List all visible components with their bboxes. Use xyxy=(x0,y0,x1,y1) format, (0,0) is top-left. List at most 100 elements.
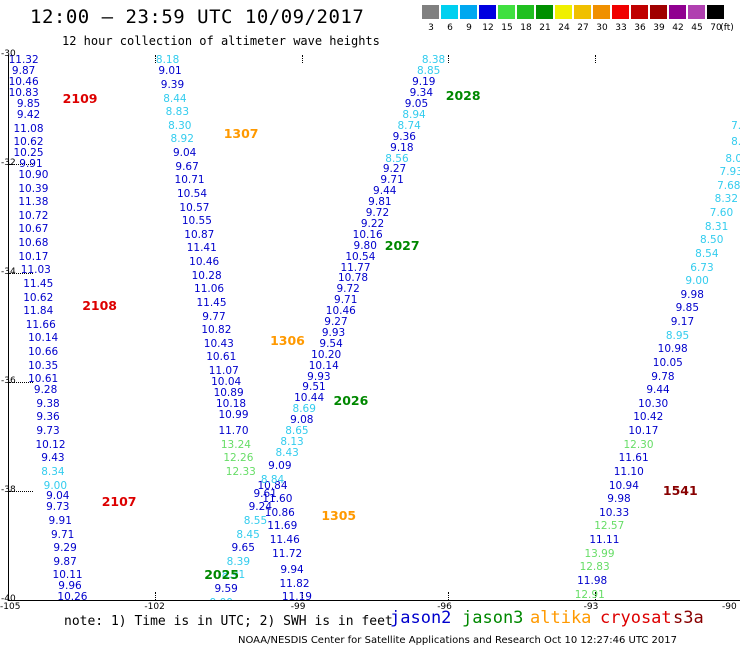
wave-height-point: 9.27 xyxy=(382,163,407,176)
wave-height-point: 12.57 xyxy=(594,520,625,533)
wave-height-point: 11.08 xyxy=(13,122,44,135)
legend-swatch-45 xyxy=(688,5,705,19)
legend-label: 3 xyxy=(428,23,434,33)
wave-height-point: 11.41 xyxy=(186,242,217,255)
wave-height-point: 8.39 xyxy=(226,555,251,568)
lon-tick-label: -99 xyxy=(290,602,306,612)
wave-height-point: 9.98 xyxy=(607,493,631,506)
wave-height-point: 10.94 xyxy=(608,479,639,492)
legend-label: 30 xyxy=(596,23,608,33)
note-text: note: 1) Time is in UTC; 2) SWH is in fe… xyxy=(64,614,393,629)
wave-height-point: 10.05 xyxy=(652,356,683,369)
wave-height-point: 10.16 xyxy=(352,228,383,241)
lon-tick-label: -93 xyxy=(583,602,599,612)
wave-height-point: 10.89 xyxy=(213,386,244,399)
pass-number-label: 1306 xyxy=(270,333,305,349)
wave-height-point: 10.44 xyxy=(294,392,325,405)
wave-height-point: 11.70 xyxy=(218,425,249,438)
wave-height-point: 10.30 xyxy=(638,397,669,410)
wave-height-point: 10.14 xyxy=(308,359,339,372)
pass-number-label: 2025 xyxy=(204,567,239,583)
wave-height-point: 8.38 xyxy=(421,55,446,67)
wave-height-point: 11.19 xyxy=(281,591,312,601)
wave-height-point: 9.43 xyxy=(41,452,65,465)
wave-height-point: 9.42 xyxy=(16,108,41,121)
wave-height-point: 9.93 xyxy=(321,326,346,339)
wave-height-point: 9.73 xyxy=(46,501,70,514)
wave-height-point: 8.55 xyxy=(243,514,268,527)
wave-height-point: 9.61 xyxy=(253,487,277,500)
wave-height-point: 9.00 xyxy=(43,479,68,492)
legend-swatch-9 xyxy=(460,5,477,19)
wave-height-point: 7.93 xyxy=(719,166,740,179)
lat-tick-label: -38 xyxy=(1,485,16,495)
legend-swatch-39 xyxy=(650,5,667,19)
wave-height-point: 9.04 xyxy=(46,490,70,503)
wave-height-point: 9.71 xyxy=(50,528,75,541)
wave-height-point: 10.33 xyxy=(599,506,630,519)
footer-credit: NOAA/NESDIS Center for Satellite Applica… xyxy=(238,635,677,646)
lon-gridline-top xyxy=(594,55,596,63)
legend-swatch-36 xyxy=(631,5,648,19)
legend-swatch-18 xyxy=(517,5,534,19)
wave-height-point: 12.26 xyxy=(223,452,254,465)
lat-gridline xyxy=(9,164,33,165)
wave-height-point: 8.92 xyxy=(170,133,194,146)
lon-tick-label: -105 xyxy=(0,602,21,612)
pass-number-label: 1307 xyxy=(223,126,259,142)
wave-height-point: 6.73 xyxy=(690,261,714,274)
pass-number-label: 1305 xyxy=(321,507,357,523)
legend-label: 24 xyxy=(558,23,570,33)
wave-height-point: 8. xyxy=(731,136,740,149)
wave-height-point: 10.67 xyxy=(18,223,49,236)
wave-height-point: 9.08 xyxy=(290,414,314,427)
satellite-label-altika: altika xyxy=(530,608,592,628)
pass-number-label: 2108 xyxy=(82,297,117,313)
wave-height-point: 7.68 xyxy=(717,179,740,192)
wave-height-point: 9.98 xyxy=(680,288,704,301)
wave-height-point: 9.01 xyxy=(158,65,182,78)
pass-number-label: 2109 xyxy=(62,90,98,106)
lat-tick-label: -30 xyxy=(1,49,16,59)
wave-height-point: 11.45 xyxy=(196,296,227,309)
wave-height-point: 8.69 xyxy=(292,403,316,416)
wave-height-point: 9.85 xyxy=(16,98,41,111)
wave-height-point: 10.14 xyxy=(28,332,59,345)
wave-height-point: 12.91 xyxy=(574,588,605,601)
wave-height-point: 8.56 xyxy=(385,152,409,165)
wave-height-point: 7.60 xyxy=(709,207,734,220)
wave-height-point: 10.82 xyxy=(201,324,232,337)
legend-swatch-6 xyxy=(441,5,458,19)
wave-height-point: 10.11 xyxy=(52,569,83,582)
wave-height-point: 10.28 xyxy=(191,269,222,282)
wave-height-point: 13.99 xyxy=(584,547,615,560)
wave-height-point: 9.91 xyxy=(19,158,43,170)
wave-height-point: 10.25 xyxy=(13,147,44,160)
wave-height-point: 11.98 xyxy=(577,574,608,587)
legend-swatch-27 xyxy=(574,5,591,19)
wave-height-point: 8.83 xyxy=(165,106,190,119)
wave-height-point: 11.77 xyxy=(340,261,371,274)
lon-gridline-top xyxy=(301,55,303,63)
wave-height-point: 9.87 xyxy=(53,555,77,568)
wave-height-point: 9.00 xyxy=(210,598,233,600)
wave-height-point: 9.09 xyxy=(268,460,292,473)
lat-tick-label: -32 xyxy=(1,158,16,168)
map-subtitle: 12 hour collection of altimeter wave hei… xyxy=(62,34,380,48)
wave-height-point: 10.26 xyxy=(57,591,88,601)
wave-height-point: 8.94 xyxy=(402,108,426,121)
wave-height-point: 7. xyxy=(731,119,740,132)
wave-height-point: 10.62 xyxy=(13,136,44,149)
lat-gridline xyxy=(9,273,33,274)
wave-height-point: 8.31 xyxy=(704,220,729,233)
legend-label: 12 xyxy=(482,23,494,33)
wave-height-point: 9.00 xyxy=(685,275,709,288)
wave-height-point: 9.72 xyxy=(365,207,390,220)
lat-gridline xyxy=(9,491,33,492)
wave-height-point: 10.46 xyxy=(8,76,39,89)
legend-swatch-15 xyxy=(498,5,515,19)
legend-label: 15 xyxy=(501,23,513,33)
wave-height-point: 11.03 xyxy=(20,264,51,277)
wave-height-point: 9.34 xyxy=(409,87,434,100)
wave-height-point: 10.83 xyxy=(8,87,39,100)
